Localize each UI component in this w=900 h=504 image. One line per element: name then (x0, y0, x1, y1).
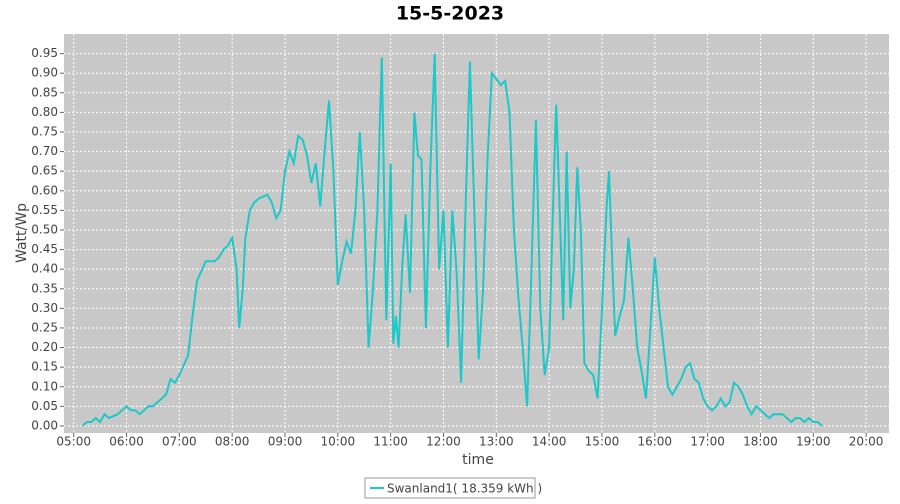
y-tick-label: 0.70 (31, 144, 58, 158)
x-tick-label: 06:00 (109, 435, 144, 449)
x-tick-label: 20:00 (849, 435, 884, 449)
x-tick-label: 07:00 (162, 435, 197, 449)
y-tick-label: 0.10 (31, 379, 58, 393)
x-tick-label: 15:00 (585, 435, 620, 449)
y-tick-label: 0.60 (31, 183, 58, 197)
x-tick-label: 17:00 (690, 435, 725, 449)
x-tick-label: 05:00 (56, 435, 91, 449)
y-tick-label: 0.85 (31, 85, 58, 99)
y-tick-label: 0.80 (31, 105, 58, 119)
y-tick-label: 0.95 (31, 46, 58, 60)
x-tick-label: 08:00 (215, 435, 250, 449)
y-tick-label: 0.90 (31, 66, 58, 80)
y-tick-label: 0.40 (31, 262, 58, 276)
plot-area (64, 34, 889, 433)
x-tick-label: 09:00 (268, 435, 303, 449)
y-tick-label: 0.00 (31, 418, 58, 432)
chart-title: 15-5-2023 (396, 3, 504, 25)
x-tick-label: 11:00 (373, 435, 408, 449)
x-tick-label: 16:00 (637, 435, 672, 449)
y-tick-label: 0.15 (31, 360, 58, 374)
y-tick-label: 0.45 (31, 242, 58, 256)
y-tick-label: 0.20 (31, 340, 58, 354)
y-tick-label: 0.75 (31, 124, 58, 138)
y-tick-label: 0.25 (31, 320, 58, 334)
y-tick-label: 0.05 (31, 399, 58, 413)
y-tick-label: 0.50 (31, 222, 58, 236)
y-tick-label: 0.55 (31, 203, 58, 217)
legend-label: Swanland1( 18.359 kWh ) (387, 482, 542, 496)
y-tick-label: 0.30 (31, 301, 58, 315)
x-tick-label: 13:00 (479, 435, 514, 449)
data-line (81, 53, 823, 427)
x-tick-label: 10:00 (321, 435, 356, 449)
x-tick-label: 18:00 (743, 435, 778, 449)
x-tick-label: 14:00 (532, 435, 567, 449)
legend (364, 477, 536, 499)
x-axis-label: time (462, 452, 494, 468)
y-axis-label: Watt/Wp (14, 203, 30, 263)
y-tick-label: 0.35 (31, 281, 58, 295)
x-tick-label: 19:00 (796, 435, 831, 449)
x-tick-label: 12:00 (426, 435, 461, 449)
y-tick-label: 0.65 (31, 164, 58, 178)
